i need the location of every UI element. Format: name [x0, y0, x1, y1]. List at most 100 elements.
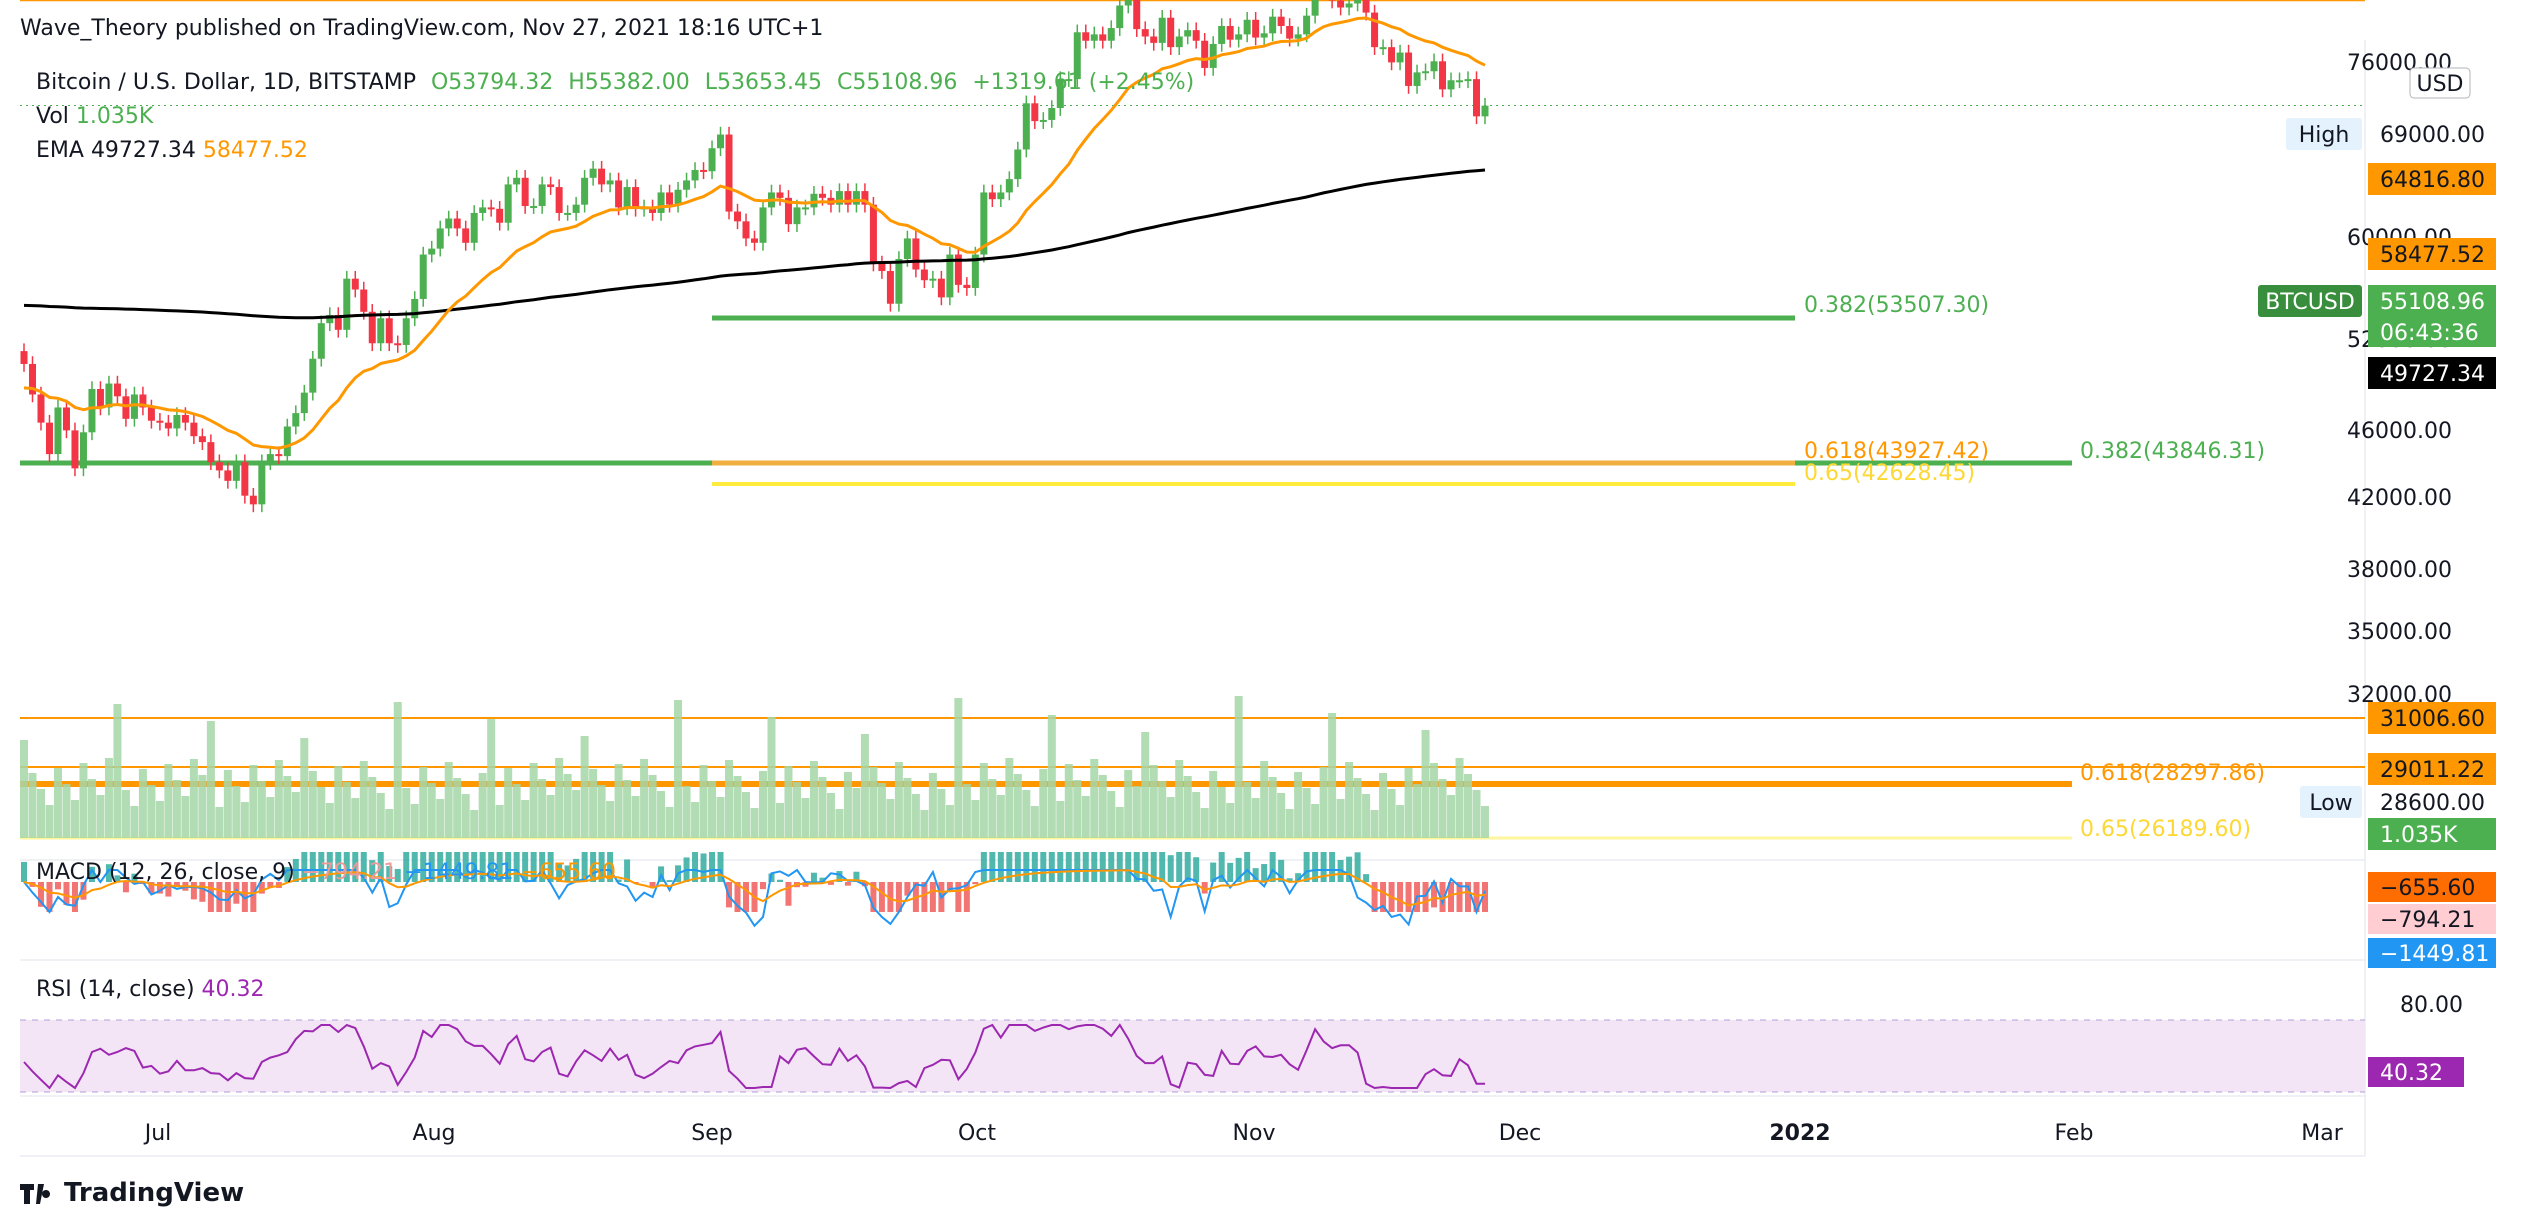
candle	[1048, 108, 1056, 120]
vol-label[interactable]: Vol	[36, 104, 69, 129]
candle	[708, 148, 716, 172]
macd-bar	[1371, 882, 1378, 912]
macd-bar	[1227, 862, 1234, 882]
volume-bar	[1370, 810, 1379, 838]
volume-bar	[623, 780, 632, 838]
candle	[844, 191, 852, 205]
macd-axis-box	[2368, 938, 2496, 968]
tradingview-logo[interactable]: TradingView	[20, 1178, 244, 1208]
macd-bar	[1210, 862, 1217, 882]
volume-bar	[215, 807, 224, 838]
macd-bar	[1439, 882, 1446, 912]
candle	[852, 191, 860, 205]
volume-bar	[495, 805, 504, 838]
volume-bar	[28, 773, 37, 838]
macd-axis-label: −794.21	[2380, 908, 2475, 933]
rsi-label[interactable]: RSI (14, close)	[36, 977, 195, 1002]
volume-bar	[266, 797, 275, 838]
candle	[224, 470, 232, 481]
candle	[360, 289, 368, 312]
ema-label[interactable]: EMA	[36, 138, 84, 163]
volume-bar	[1404, 768, 1413, 838]
volume-bar	[419, 767, 428, 838]
price-tag: Low	[2309, 791, 2352, 816]
macd-bar	[420, 852, 427, 882]
candle	[929, 278, 937, 281]
macd-legend: MACD (12, 26, close, 9) −794.21 −1449.81…	[36, 860, 616, 885]
volume-bar	[36, 789, 45, 838]
macd-bar	[946, 882, 953, 893]
symbol-title[interactable]: Bitcoin / U.S. Dollar, 1D, BITSTAMP	[36, 70, 416, 95]
volume-bar	[988, 779, 997, 838]
candle	[691, 169, 699, 181]
candle	[317, 323, 325, 359]
fib-label: 0.382(43846.31)	[2080, 439, 2265, 464]
volume-bar	[1226, 803, 1235, 838]
macd-bar	[1048, 852, 1055, 882]
volume-bar	[818, 777, 827, 838]
volume-bar	[351, 798, 360, 838]
macd-bar	[581, 852, 588, 882]
macd-bar	[1473, 882, 1480, 912]
volume-bar	[181, 796, 190, 838]
macd-bar	[454, 852, 461, 882]
candle	[113, 383, 121, 397]
candle	[37, 394, 45, 423]
candle	[394, 343, 402, 346]
volume-bar	[1464, 774, 1473, 838]
macd-bar	[80, 882, 87, 900]
candle	[266, 454, 274, 463]
macd-bar	[428, 852, 435, 882]
macd-bar	[972, 882, 979, 885]
macd-bar	[547, 852, 554, 882]
candle	[428, 248, 436, 255]
volume-bar	[1302, 788, 1311, 838]
candle	[1116, 5, 1124, 29]
candle	[538, 184, 546, 207]
macd-bar	[360, 852, 367, 882]
macd-axis-box	[2368, 904, 2496, 934]
time-tick: Jul	[143, 1121, 172, 1146]
macd-bar	[1150, 852, 1157, 882]
macd-bar	[1116, 852, 1123, 882]
macd-bar	[989, 852, 996, 882]
macd-line-value: −1449.81	[404, 860, 514, 885]
macd-bar	[1125, 852, 1132, 882]
candle	[105, 383, 113, 408]
macd-bar	[776, 879, 783, 882]
macd-bar	[1023, 852, 1030, 882]
volume-bar	[206, 721, 215, 838]
volume-bar	[1294, 772, 1303, 838]
candle	[1107, 28, 1115, 41]
candle	[810, 193, 818, 208]
candle	[28, 363, 36, 395]
candle	[742, 221, 750, 239]
volume-bar	[79, 763, 88, 838]
close-value: C55108.96	[837, 70, 958, 95]
candle	[292, 413, 300, 427]
candle	[1039, 119, 1047, 122]
candle	[861, 191, 869, 205]
candle	[649, 207, 657, 213]
volume-bar	[249, 765, 258, 838]
volume-bar	[962, 784, 971, 838]
change-value: +1319.61 (+2.45%)	[972, 70, 1195, 95]
candle	[1082, 32, 1090, 41]
candle	[241, 462, 249, 496]
macd-bar	[1286, 878, 1293, 882]
macd-label[interactable]: MACD (12, 26, close, 9)	[36, 860, 295, 885]
volume-bar	[410, 804, 419, 838]
volume-bar	[614, 764, 623, 838]
candle	[776, 192, 784, 198]
volume-bar	[843, 772, 852, 838]
candle	[980, 192, 988, 255]
candle	[402, 318, 410, 345]
time-tick: Sep	[691, 1121, 732, 1146]
candle	[1337, 0, 1345, 8]
volume-bar	[657, 791, 666, 838]
candle	[1235, 34, 1243, 40]
candles	[20, 0, 1489, 513]
macd-bar	[165, 882, 172, 897]
volume-bar	[402, 788, 411, 838]
volume-bar	[979, 763, 988, 838]
